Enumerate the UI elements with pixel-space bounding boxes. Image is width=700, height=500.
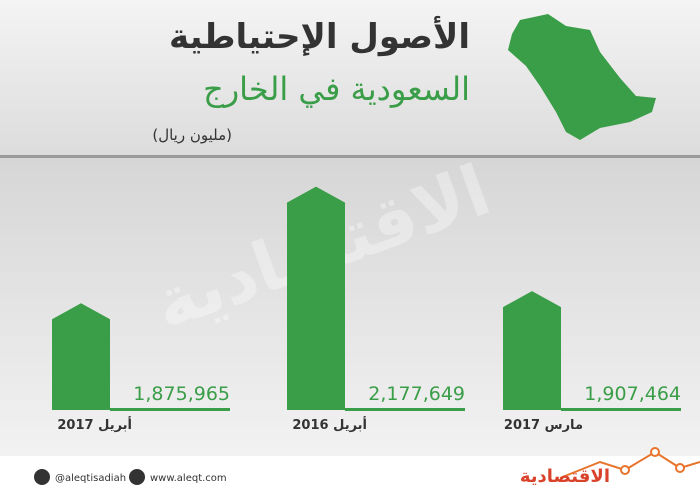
baseline-rule xyxy=(110,408,230,411)
value-label: 1,907,464 xyxy=(584,383,681,405)
map-icon xyxy=(508,14,656,140)
value-label: 1,875,965 xyxy=(133,383,230,405)
chart-background xyxy=(0,158,700,456)
x-tick-label: أبريل 2016 xyxy=(292,416,367,433)
x-tick-label: مارس 2017 xyxy=(504,418,583,433)
value-label: 2,177,649 xyxy=(368,383,465,405)
twitter-icon xyxy=(34,469,50,485)
bar xyxy=(503,291,561,410)
twitter-handle[interactable]: @aleqtisadiah xyxy=(55,473,126,484)
chart-subtitle: السعودية في الخارج xyxy=(203,70,470,108)
website[interactable]: www.aleqt.com xyxy=(150,473,227,484)
footer-background xyxy=(0,456,700,500)
logo-dot xyxy=(620,465,630,475)
baseline-rule xyxy=(345,408,465,411)
logo-dot xyxy=(675,463,685,473)
baseline-rule xyxy=(561,408,681,411)
header-divider xyxy=(0,155,700,158)
logo: الاقتصادية xyxy=(520,466,610,487)
logo-dot xyxy=(650,447,660,457)
bar xyxy=(52,303,110,410)
bar xyxy=(287,186,345,410)
chart-title: الأصول الإحتياطية xyxy=(169,15,470,57)
web-icon xyxy=(129,469,145,485)
unit-label: (مليون ريال) xyxy=(152,126,232,144)
x-tick-label: أبريل 2017 xyxy=(57,416,132,433)
